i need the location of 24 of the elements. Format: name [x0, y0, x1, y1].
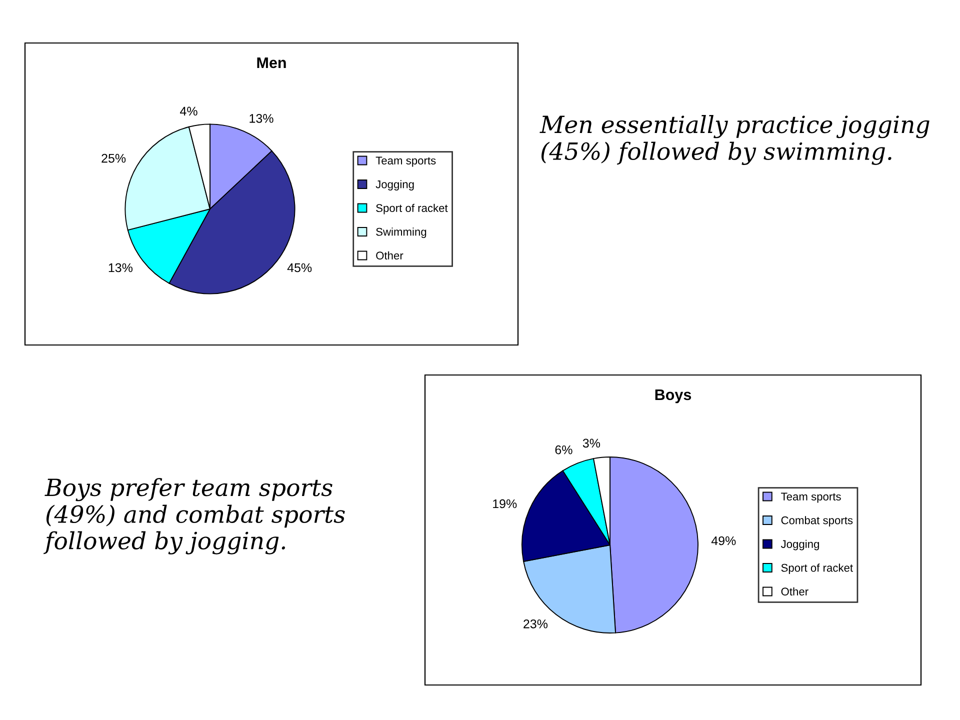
legend-label: Other [376, 251, 404, 260]
legend-label: Jogging [780, 540, 819, 550]
chart-title: Men [257, 57, 286, 68]
legend-label: Jogging [376, 180, 414, 190]
text: Men essentially practice jogging (45%) followed by swimming. [540, 115, 930, 165]
data-label: 45% [287, 263, 312, 272]
data-label: 6% [555, 445, 572, 454]
data-label: 49% [711, 536, 736, 546]
data-label: 13% [250, 114, 274, 123]
data-label: 25% [102, 154, 126, 163]
text: Boys prefer team sports (49%) and combat sports followed by jogging. [44, 478, 345, 554]
data-label: 23% [524, 619, 548, 628]
legend-label: Other [781, 587, 808, 596]
data-label: 19% [493, 499, 517, 508]
chart-title: Boys [655, 389, 692, 404]
legend-label: Team sports [781, 492, 841, 503]
legend-label: Team sports [376, 156, 436, 167]
legend-label: Combat sports [781, 516, 853, 526]
data-label: 3% [582, 438, 600, 448]
data-label: 13% [108, 263, 132, 272]
data-label: 4% [180, 106, 198, 116]
legend-label: Sport of racket [376, 204, 448, 214]
legend-label: Sport of racket [781, 564, 853, 574]
legend-label: Swimming [376, 228, 426, 238]
